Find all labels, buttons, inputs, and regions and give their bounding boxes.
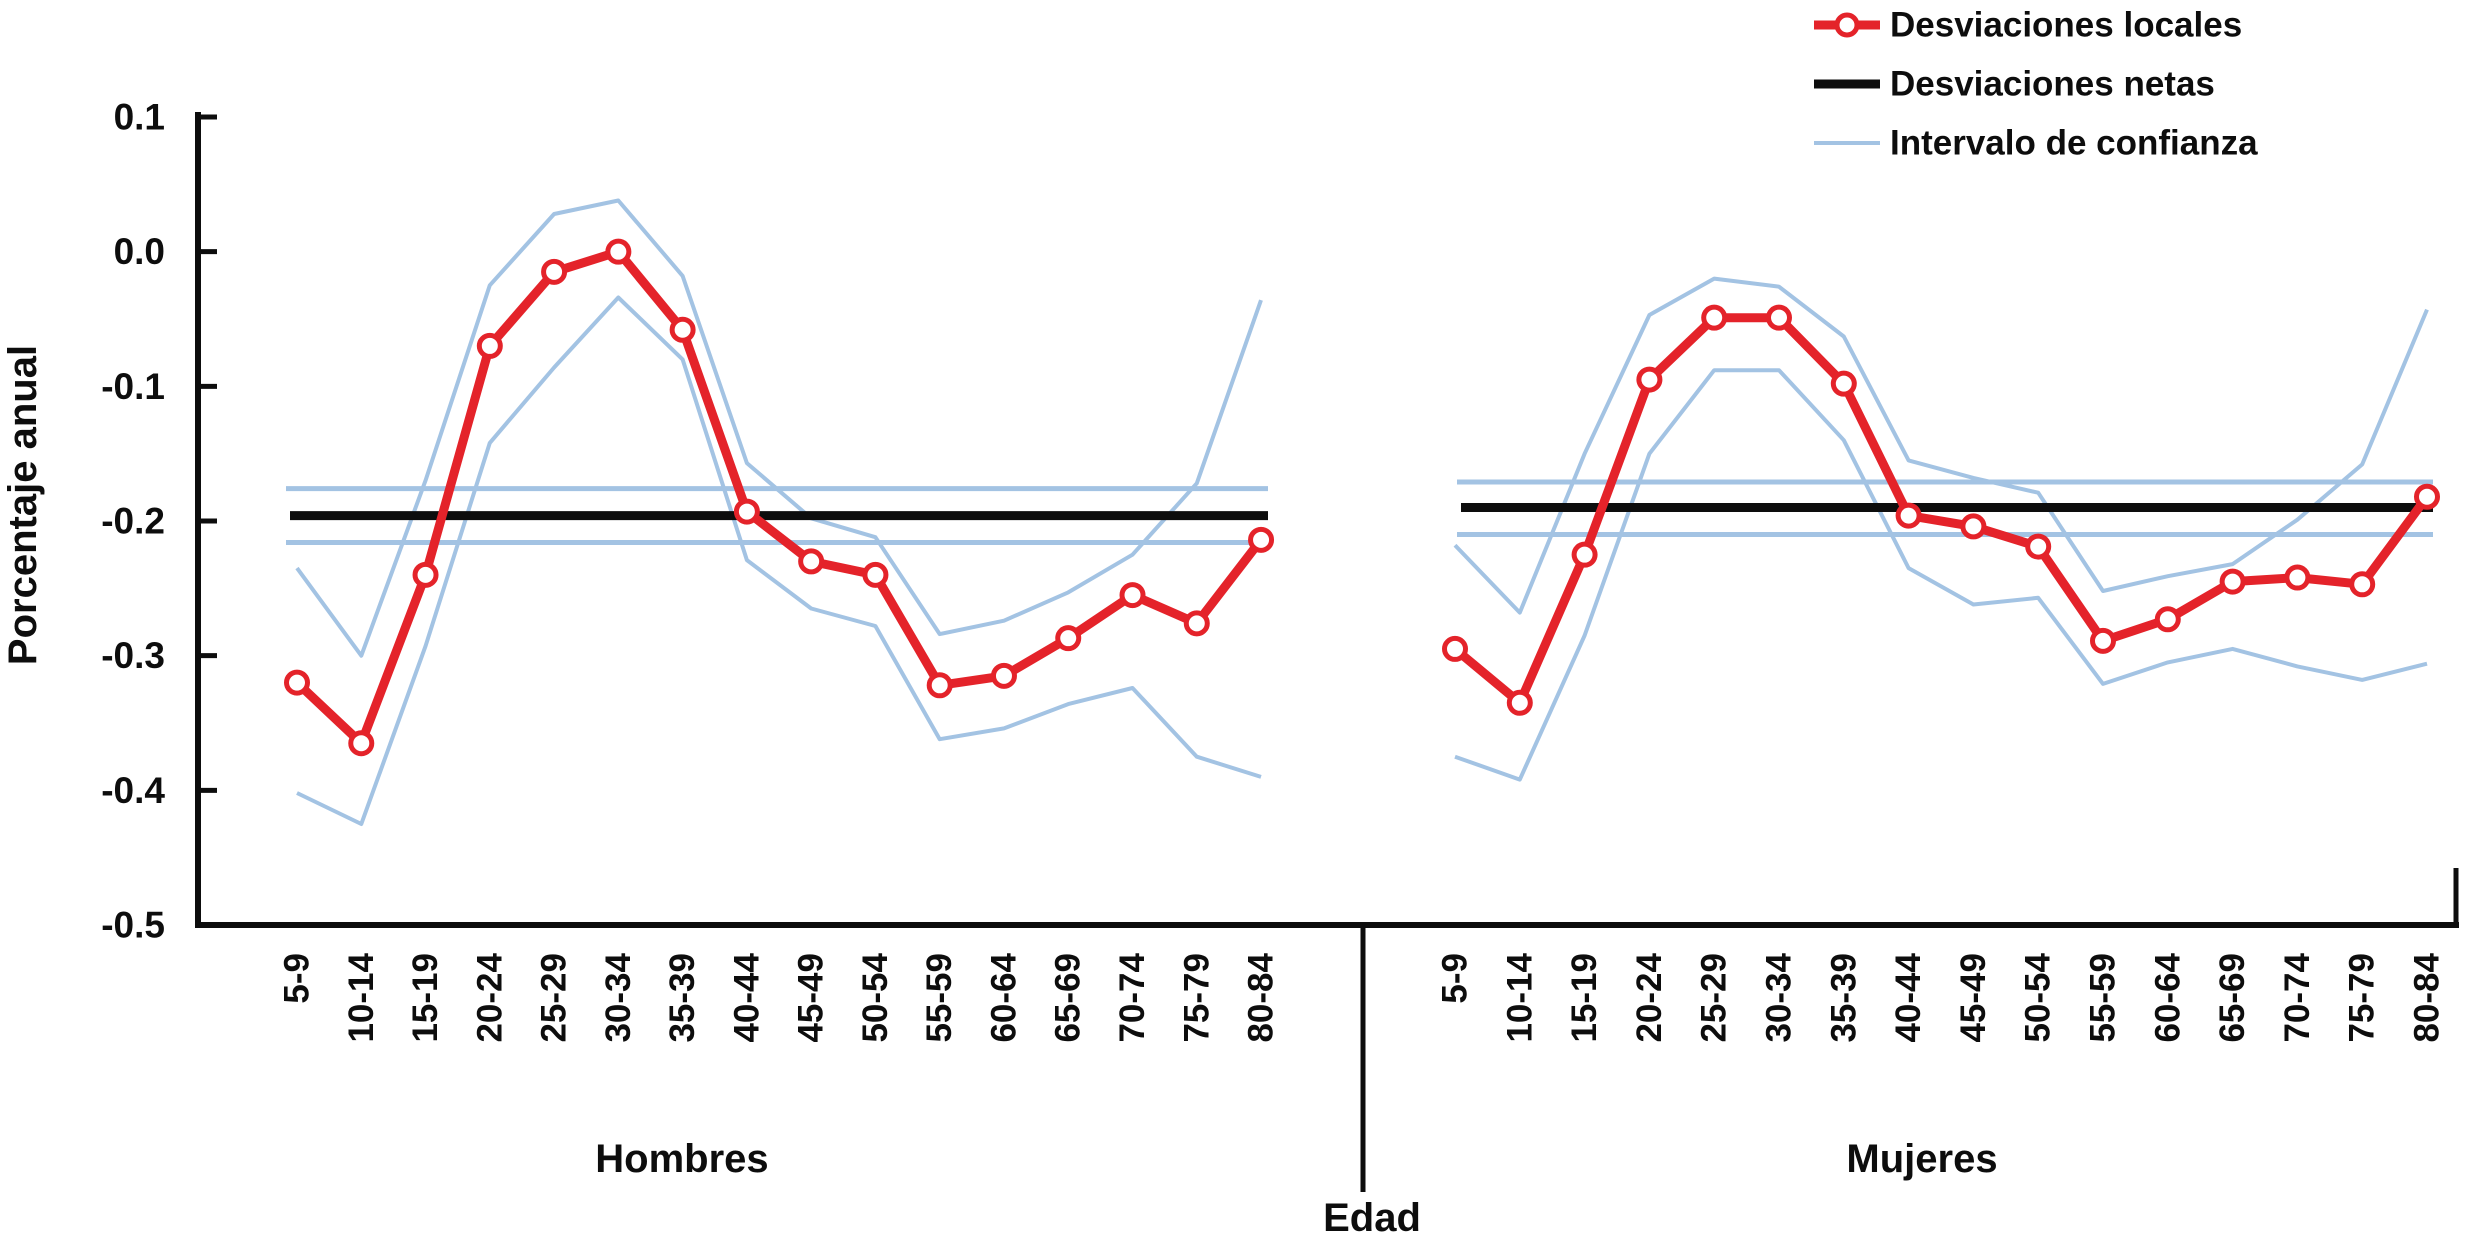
x-tick-label: 70-74 [2278, 952, 2317, 1042]
data-point-marker [1895, 502, 1922, 529]
x-tick-label: 10-14 [342, 952, 381, 1042]
x-tick-label: 75-79 [2343, 953, 2382, 1043]
data-point-marker [1701, 304, 1728, 331]
x-tick-label: 60-64 [2148, 952, 2187, 1042]
legend-label-locales: Desviaciones locales [1890, 6, 2242, 45]
x-tick-label: 55-59 [2084, 953, 2123, 1043]
y-tick-label: -0.2 [101, 501, 165, 542]
legend: Desviaciones locales Desviaciones netas … [1814, 6, 2258, 163]
x-tick-label: 30-34 [1760, 952, 1799, 1042]
x-tick-label: 55-59 [920, 953, 959, 1043]
data-point-marker [1830, 370, 1857, 397]
panel-title-mujeres: Mujeres [1846, 1137, 1997, 1181]
data-point-marker [862, 561, 889, 588]
data-point-marker [412, 561, 439, 588]
data-point-marker [476, 332, 503, 359]
data-point-marker [1571, 541, 1598, 568]
y-tick-label: -0.1 [101, 366, 165, 407]
data-point-marker [1960, 513, 1987, 540]
y-tick-label: -0.4 [101, 770, 165, 811]
data-point-marker [2154, 606, 2181, 633]
x-tick-label: 20-24 [1630, 952, 1669, 1042]
x-tick-label: 25-29 [1695, 953, 1734, 1043]
data-point-marker [990, 662, 1017, 689]
y-tick-label: -0.3 [101, 635, 165, 676]
panel-title-hombres: Hombres [595, 1137, 768, 1181]
y-tick-label: -0.5 [101, 905, 165, 946]
local-deviation-line [1450, 313, 2432, 708]
x-tick-label: 20-24 [470, 952, 509, 1042]
y-axis-title: Porcentaje anual [1, 345, 45, 665]
x-tick-label: 5-9 [278, 953, 317, 1004]
x-tick-label: 70-74 [1113, 952, 1152, 1042]
ci-upper-curve [1453, 276, 2429, 615]
x-tick-label: 40-44 [727, 952, 766, 1042]
x-tick-label: 65-69 [1049, 953, 1088, 1043]
x-tick-label: 10-14 [1500, 952, 1539, 1042]
x-tick-label: 80-84 [2408, 952, 2447, 1042]
data-point-marker [2284, 564, 2311, 591]
x-tick-label: 75-79 [1177, 953, 1216, 1043]
x-tick-label: 50-54 [856, 952, 895, 1042]
data-point-marker [2025, 533, 2052, 560]
x-tick-label: 45-49 [1954, 953, 1993, 1043]
local-deviation-line [292, 247, 1266, 748]
x-tick-label: 35-39 [663, 953, 702, 1043]
x-tick-label: 15-19 [406, 953, 445, 1043]
data-point-marker [348, 730, 375, 757]
data-point-marker [2219, 568, 2246, 595]
x-tick-label: 80-84 [1242, 952, 1281, 1042]
x-tick-label: 30-34 [599, 952, 638, 1042]
data-point-marker [605, 238, 632, 265]
data-point-marker [798, 548, 825, 575]
x-axis-title: Edad [1323, 1196, 1421, 1240]
data-point-marker [541, 258, 568, 285]
legend-label-ci: Intervalo de confianza [1890, 124, 2258, 163]
x-tick-label: 5-9 [1436, 953, 1475, 1004]
x-tick-label: 60-64 [984, 952, 1023, 1042]
x-tick-label: 65-69 [2213, 953, 2252, 1043]
x-tick-label: 25-29 [535, 953, 574, 1043]
data-point-marker [1248, 526, 1275, 553]
x-tick-label: 45-49 [792, 953, 831, 1043]
data-point-marker [1506, 689, 1533, 716]
data-point-marker [733, 498, 760, 525]
x-tick-label: 15-19 [1565, 953, 1604, 1043]
legend-label-netas: Desviaciones netas [1890, 65, 2215, 104]
data-point-marker [1766, 304, 1792, 331]
x-tick-label: 40-44 [1889, 952, 1928, 1042]
data-point-marker [1055, 625, 1082, 652]
x-tick-label: 50-54 [2019, 952, 2058, 1042]
data-point-marker [1442, 635, 1468, 662]
ci-lower-curve [296, 295, 1262, 826]
ci-lower-curve [1454, 368, 2428, 782]
y-tick-label: 0.1 [114, 97, 165, 138]
y-tick-label: 0.0 [114, 231, 165, 272]
data-point-marker [2414, 483, 2440, 510]
data-point-marker [1183, 610, 1210, 637]
data-point-marker [2349, 571, 2376, 598]
data-point-marker [926, 672, 953, 699]
data-point-marker [2090, 627, 2116, 654]
data-point-marker [1119, 582, 1146, 609]
data-point-marker [1636, 366, 1663, 393]
x-tick-label: 35-39 [1824, 953, 1863, 1043]
legend-marker-locales-icon [1834, 12, 1860, 38]
ci-upper-curve [295, 198, 1263, 658]
data-point-marker [284, 669, 310, 696]
data-point-marker [669, 316, 696, 343]
